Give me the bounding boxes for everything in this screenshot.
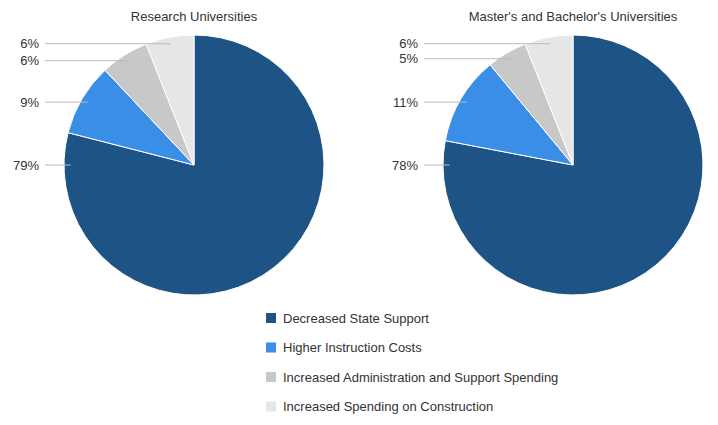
legend-label: Higher Instruction Costs bbox=[283, 340, 422, 355]
slices bbox=[64, 35, 324, 295]
leader-line bbox=[45, 43, 171, 44]
leader-line bbox=[424, 102, 467, 103]
legend-swatch bbox=[266, 313, 276, 323]
leader-line bbox=[424, 43, 550, 44]
legend-swatch bbox=[266, 372, 276, 382]
legend-swatch bbox=[266, 402, 276, 412]
legend-label: Increased Spending on Construction bbox=[283, 399, 493, 414]
legend-swatch bbox=[266, 343, 276, 353]
data-label: 6% bbox=[399, 36, 418, 51]
pie-slice bbox=[443, 35, 703, 295]
data-label: 5% bbox=[399, 51, 418, 66]
leader-line bbox=[45, 102, 88, 103]
pie-slice bbox=[525, 35, 573, 165]
leader-line bbox=[45, 60, 128, 61]
pie-group: 78% 11% 5%6% bbox=[392, 35, 703, 295]
legend-label: Decreased State Support bbox=[283, 311, 429, 326]
leader-line bbox=[424, 165, 450, 166]
data-label: 9% bbox=[20, 95, 39, 110]
leader-line bbox=[424, 58, 510, 59]
legend-label: Increased Administration and Support Spe… bbox=[283, 370, 558, 385]
pie-title: Master's and Bachelor's Universities bbox=[469, 9, 678, 24]
data-label: 79% bbox=[13, 158, 39, 173]
slices bbox=[443, 35, 703, 295]
legend: Decreased State Support Higher Instructio… bbox=[266, 311, 558, 415]
data-label: 6% bbox=[20, 36, 39, 51]
pie-group: 79% 9% 6% 6% bbox=[13, 35, 324, 295]
data-label: 11% bbox=[393, 95, 418, 110]
pie-title: Research Universities bbox=[131, 9, 258, 24]
data-label: 78% bbox=[392, 158, 418, 173]
pie-slice bbox=[64, 35, 324, 295]
pie-slice bbox=[146, 35, 194, 165]
leader-line bbox=[45, 165, 71, 166]
data-label: 6% bbox=[20, 53, 39, 68]
